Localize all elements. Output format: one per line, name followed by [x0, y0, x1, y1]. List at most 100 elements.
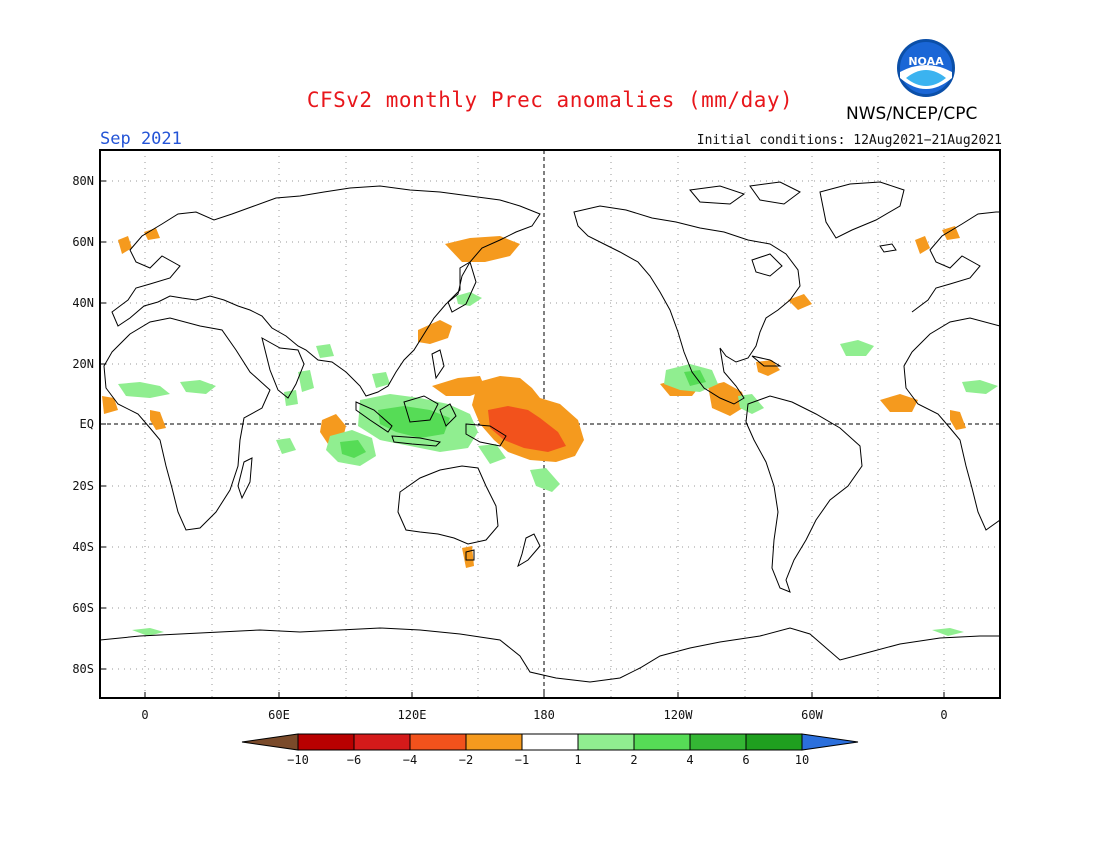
wet-patch-epac-core	[684, 370, 706, 386]
wet-patch-central-am	[738, 394, 764, 414]
tick-marks	[100, 180, 945, 698]
colorbar-box	[577, 733, 635, 751]
y-tick-label: 40N	[72, 296, 94, 310]
africa-east-repeat	[903, 317, 1000, 531]
colorbar-label: −1	[514, 753, 530, 767]
colorbar-label: −4	[402, 753, 418, 767]
dry-patch-atlantic-east	[880, 394, 918, 412]
colorbar-arrow-high	[801, 733, 859, 751]
borneo-coast	[403, 395, 439, 423]
x-tick-label: 60E	[268, 708, 290, 722]
colorbar-label: −6	[346, 753, 362, 767]
colorbar-box	[353, 733, 411, 751]
dry-patch-south-pac	[462, 546, 474, 568]
colorbar-arrow-low	[241, 733, 299, 751]
colorbar-box	[633, 733, 691, 751]
indonesia-java	[391, 435, 442, 447]
y-tick-label: 40S	[72, 540, 94, 554]
colorbar-label: 10	[794, 753, 810, 767]
y-tick-label: 60S	[72, 601, 94, 615]
y-tick-label: 80N	[72, 174, 94, 188]
dry-patch-gulf-guinea-east	[950, 410, 966, 430]
y-tick-label: 60N	[72, 235, 94, 249]
europe-east-repeat	[911, 211, 1000, 313]
x-tick-label: 0	[141, 708, 149, 722]
colorbar-label: 4	[686, 753, 694, 767]
hudson-bay	[751, 253, 783, 277]
coastlines	[100, 181, 1000, 683]
south-america-coast	[745, 395, 863, 593]
arctic-islands-2	[749, 181, 801, 205]
dry-patch-scandinavia-east	[915, 236, 930, 254]
sulawesi-coast	[439, 403, 457, 427]
north-america-coast	[573, 205, 801, 405]
colorbar-box	[689, 733, 747, 751]
madagascar-coast	[237, 457, 253, 500]
colorbar-box	[521, 733, 579, 751]
wet-patch-sahel-east	[180, 380, 216, 394]
new-guinea-coast	[465, 423, 507, 447]
wet-patch-indian-south-core	[340, 440, 366, 458]
grid-lines	[100, 150, 1000, 698]
dry-patch-west-africa	[102, 396, 118, 414]
colorbar-box	[297, 733, 355, 751]
wet-patch-india	[284, 390, 298, 406]
y-tick-label: 20S	[72, 479, 94, 493]
antarctica-coast	[100, 627, 1000, 683]
wet-patch-japan	[456, 292, 482, 306]
noaa-logo-icon: NOAA	[897, 39, 955, 97]
forecast-month: Sep 2021	[100, 129, 182, 149]
colorbar-box	[409, 733, 467, 751]
dry-patch-westpac-north	[432, 376, 486, 396]
japan-coast	[447, 261, 477, 313]
wet-patch-png	[478, 444, 506, 464]
dry-patch-westpac-core	[488, 406, 566, 452]
y-tick-label: 80S	[72, 662, 94, 676]
iceland-coast	[879, 243, 897, 253]
dry-patch-scandinavia-2	[144, 228, 160, 240]
greenland-coast	[819, 181, 905, 239]
philippines-coast	[431, 349, 445, 380]
colorbar-label: 6	[742, 753, 750, 767]
x-tick-label: 180	[533, 708, 555, 722]
colorbar-label: −10	[287, 753, 309, 767]
wet-patch-west-africa-sahel	[118, 382, 170, 398]
africa-coast	[103, 317, 271, 531]
wet-patch-bay-bengal	[298, 370, 314, 392]
wet-patch-atlantic	[840, 340, 874, 356]
wet-patch-antarctic-2	[932, 628, 964, 636]
map-title: CFSv2 monthly Prec anomalies (mm/day)	[306, 88, 794, 112]
organization-label: NWS/NCEP/CPC	[846, 104, 978, 124]
dry-patch-philippine	[418, 320, 452, 344]
x-tick-label: 0	[940, 708, 948, 722]
x-tick-label: 120W	[663, 708, 693, 722]
wet-patch-arabian	[316, 344, 334, 358]
colorbar-box	[465, 733, 523, 751]
colorbar-label: −2	[458, 753, 474, 767]
cuba-coast	[751, 355, 782, 367]
wet-anomalies	[118, 292, 998, 636]
indonesia-sumatra	[355, 401, 393, 433]
colorbar-label: 2	[630, 753, 638, 767]
y-tick-label: EQ	[79, 417, 94, 431]
new-zealand-coast	[517, 533, 541, 568]
dry-patch-mexico	[708, 382, 746, 416]
australia-coast	[397, 465, 499, 545]
arctic-islands-1	[689, 185, 746, 205]
noaa-logo-text: NOAA	[908, 55, 944, 68]
dry-patch-nw-atlantic	[788, 294, 812, 310]
dry-patch-scandinavia	[118, 236, 132, 254]
initial-conditions: Initial conditions: 12Aug2021−21Aug2021	[696, 133, 1002, 148]
wet-patch-indian-west	[276, 438, 296, 454]
dry-patch-scandinavia-east-2	[942, 226, 960, 240]
dry-patch-nwpac	[445, 236, 520, 262]
colorbar-label: 1	[574, 753, 582, 767]
x-tick-label: 60W	[801, 708, 823, 722]
colorbar-box	[745, 733, 803, 751]
wet-patch-antarctic-1	[132, 628, 164, 636]
wet-patch-scs	[372, 372, 390, 388]
wet-patch-atlantic-far-east	[962, 380, 998, 394]
y-tick-label: 20N	[72, 357, 94, 371]
